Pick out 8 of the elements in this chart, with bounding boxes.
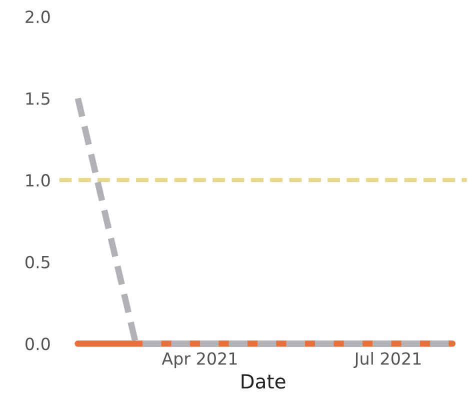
x-axis-title: Date (242, 374, 286, 389)
y-tick-label: 1.5 (26, 92, 50, 105)
y-tick-label: 0.5 (26, 256, 50, 268)
x-tick-label: Jul 2021 (353, 352, 421, 368)
y-tick-label: 0.0 (26, 338, 50, 350)
y-tick-label: 1.0 (26, 174, 50, 187)
y-tick-label: 2.0 (26, 10, 50, 24)
x-tick-label: Apr 2021 (162, 352, 237, 368)
